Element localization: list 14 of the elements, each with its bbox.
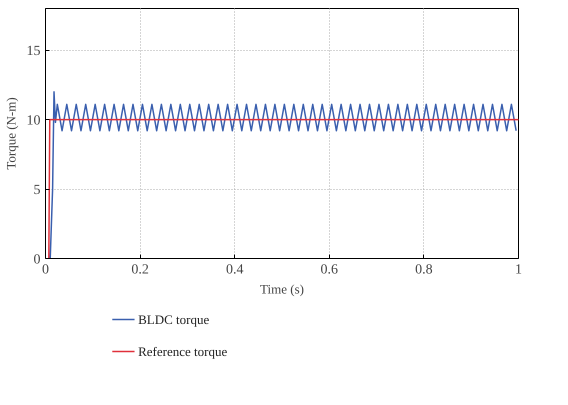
y-axis-title: Torque (N-m) <box>4 97 18 170</box>
x-tick-label: 0.6 <box>320 262 338 278</box>
legend-label: Reference torque <box>138 344 228 359</box>
x-axis-title: Time (s) <box>260 282 304 296</box>
x-tick-label: 0.8 <box>415 262 433 278</box>
x-tick-label: 0.2 <box>131 262 149 278</box>
x-tick-label: 0.4 <box>226 262 244 278</box>
x-tick-label: 1 <box>515 262 522 278</box>
y-tick-label: 10 <box>26 114 40 129</box>
y-tick-label: 5 <box>34 183 40 198</box>
line-series <box>49 91 517 258</box>
y-tick-label: 15 <box>26 44 40 60</box>
legend-label: BLDC torque <box>138 312 210 327</box>
y-tick-label: 0 <box>34 252 40 268</box>
